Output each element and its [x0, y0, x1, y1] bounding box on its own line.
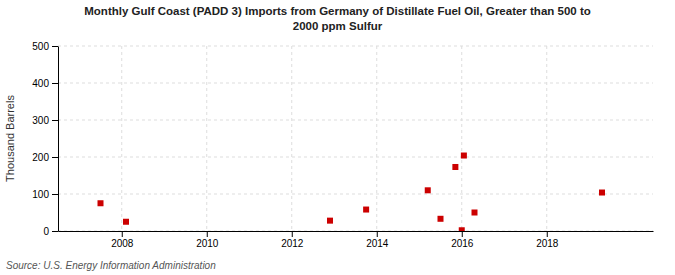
y-axis-tick: 0: [43, 226, 58, 237]
x-axis-tick-label: 2010: [196, 238, 219, 249]
x-grid-line: [206, 46, 207, 231]
x-axis-tick: 2012: [281, 231, 304, 249]
point: [472, 210, 478, 216]
grid: [58, 46, 653, 231]
x-axis-tick-label: 2016: [451, 238, 474, 249]
y-axis-tick: 200: [32, 152, 58, 163]
x-axis-tick-mark: [462, 231, 463, 237]
y-axis-title: Thousand Barrels: [4, 95, 16, 182]
x-grid-line: [121, 46, 122, 231]
x-axis-tick: 2016: [451, 231, 474, 249]
point: [327, 218, 333, 224]
x-axis-tick: 2018: [536, 231, 559, 249]
y-axis-tick-mark: [52, 46, 58, 47]
x-grid-line: [291, 46, 292, 231]
y-axis-tick-mark: [52, 120, 58, 121]
y-axis-tick: 400: [32, 78, 58, 89]
y-axis-tick-label: 400: [32, 78, 49, 89]
x-axis-tick-label: 2018: [536, 238, 559, 249]
x-axis-tick-mark: [547, 231, 548, 237]
y-grid-line: [58, 46, 653, 47]
x-grid-line: [461, 46, 462, 231]
y-axis-tick: 300: [32, 115, 58, 126]
y-axis-tick: 500: [32, 41, 58, 52]
title: Monthly Gulf Coast (PADD 3) Imports from…: [84, 5, 591, 32]
y-axis-line: [58, 47, 59, 232]
y-axis-tick-label: 200: [32, 152, 49, 163]
x-axis: 2008 2010 2012 2014 2016 2018: [59, 231, 654, 249]
point: [123, 219, 129, 225]
points: [98, 153, 606, 231]
y-grid-line: [58, 83, 653, 84]
point: [363, 207, 369, 213]
point: [98, 200, 104, 206]
chart: 2008 2010 2012 2014 2016 2018 0 100 200 300 400 500…: [0, 0, 675, 275]
point: [459, 227, 465, 231]
y-axis-tick: 100: [32, 189, 58, 200]
y-grid-line: [58, 157, 653, 158]
plot-area: 2008 2010 2012 2014 2016 2018 0 100 200 300 400 500: [32, 41, 653, 249]
source: Source: U.S. Energy Information Administ…: [6, 260, 216, 271]
x-grid-line: [376, 46, 377, 231]
x-axis-tick-label: 2014: [366, 238, 389, 249]
y-axis-tick-mark: [52, 83, 58, 84]
point: [599, 190, 605, 196]
x-axis-tick-mark: [292, 231, 293, 237]
x-axis-tick-label: 2012: [281, 238, 304, 249]
y-axis-tick-label: 500: [32, 41, 49, 52]
x-axis-tick-mark: [122, 231, 123, 237]
x-axis-tick: 2014: [366, 231, 389, 249]
x-axis-tick: 2010: [196, 231, 219, 249]
y-axis-tick-mark: [52, 157, 58, 158]
x-axis-tick-mark: [377, 231, 378, 237]
x-axis-tick-label: 2008: [111, 238, 134, 249]
point: [438, 216, 444, 222]
point: [425, 187, 431, 193]
y-grid-line: [58, 120, 653, 121]
x-axis-line: [59, 231, 654, 232]
x-axis-tick-mark: [207, 231, 208, 237]
y-axis-tick-label: 100: [32, 189, 49, 200]
y-grid-line: [58, 194, 653, 195]
y-axis-tick-mark: [52, 194, 58, 195]
y-axis: 0 100 200 300 400 500: [32, 41, 58, 237]
x-axis-tick: 2008: [111, 231, 134, 249]
x-grid-line: [546, 46, 547, 231]
point: [461, 153, 467, 159]
y-axis-tick-mark: [52, 231, 58, 232]
y-axis-tick-label: 0: [43, 226, 49, 237]
y-grid-line: [58, 231, 653, 232]
y-axis-tick-label: 300: [32, 115, 49, 126]
point: [452, 164, 458, 170]
